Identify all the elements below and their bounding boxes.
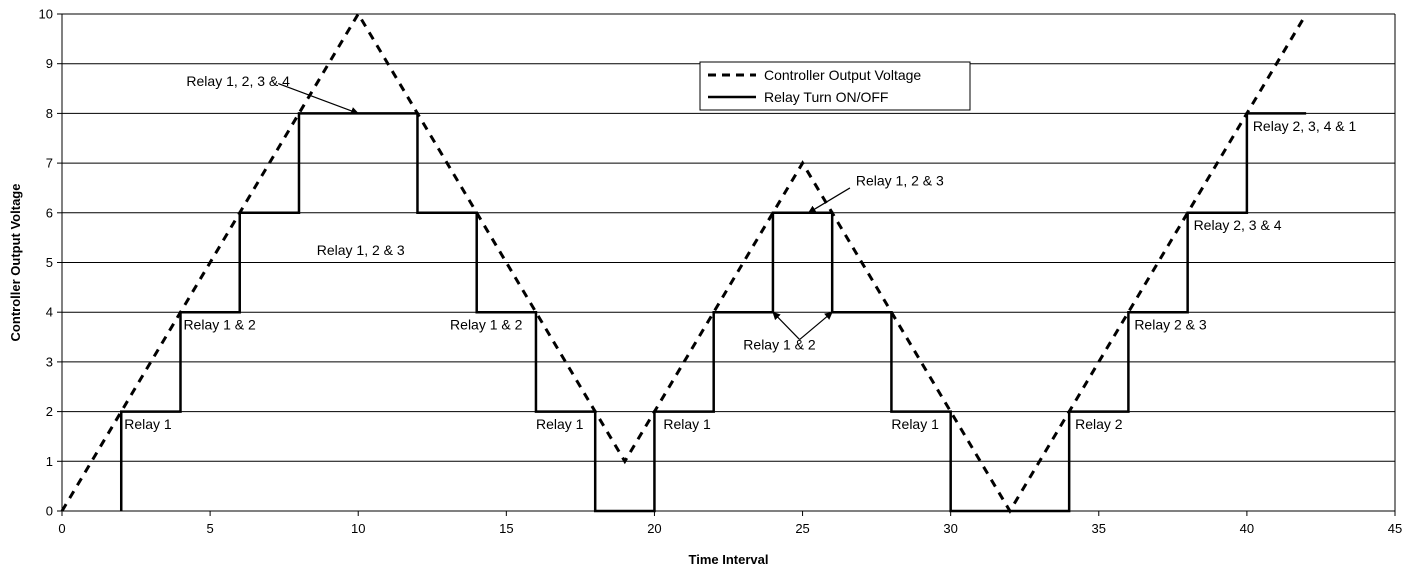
legend-label-1: Relay Turn ON/OFF [764, 89, 888, 105]
x-axis-title: Time Interval [689, 552, 769, 567]
y-tick-label: 1 [46, 454, 53, 469]
annotation-arrow [772, 311, 801, 340]
annotation-label: Relay 1 [536, 416, 584, 432]
y-tick-label: 7 [46, 156, 53, 171]
y-tick-label: 5 [46, 255, 53, 270]
annotation-label: Relay 2, 3, 4 & 1 [1253, 118, 1357, 134]
legend-label-0: Controller Output Voltage [764, 67, 921, 83]
x-tick-label: 40 [1240, 521, 1254, 536]
x-tick-label: 25 [795, 521, 809, 536]
annotation-label: Relay 1 [891, 416, 939, 432]
annotation-label: Relay 1 & 2 [450, 317, 523, 333]
x-tick-label: 5 [206, 521, 213, 536]
x-tick-label: 15 [499, 521, 513, 536]
x-tick-label: 30 [943, 521, 957, 536]
annotation-label: Relay 1, 2 & 3 [317, 242, 405, 258]
y-tick-label: 3 [46, 354, 53, 369]
y-tick-label: 4 [46, 305, 53, 320]
annotations: Relay 1, 2, 3 & 4 Relay 1, 2 & 3 Relay 1 &… [124, 73, 1356, 432]
annotation-label: Relay 2 [1075, 416, 1123, 432]
annotation-label: Relay 1 & 2 [183, 317, 256, 333]
y-tick-label: 6 [46, 205, 53, 220]
annotation-label: Relay 1 [124, 416, 172, 432]
series-line-1 [119, 112, 1307, 513]
annotation-label: Relay 1 & 2 [743, 336, 816, 352]
annotation-label: Relay 1, 2, 3 & 4 [186, 73, 290, 89]
annotation-label: Relay 1, 2 & 3 [856, 172, 944, 188]
legend-box [699, 61, 971, 111]
y-tick-label: 9 [46, 56, 53, 71]
y-tick-label: 0 [46, 504, 53, 519]
annotation-label: Relay 1 [663, 416, 711, 432]
series-lines [60, 11, 1308, 514]
y-tick-label: 10 [39, 7, 53, 22]
x-tick-label: 20 [647, 521, 661, 536]
annotation-label: Relay 2 & 3 [1134, 317, 1207, 333]
x-tick-label: 45 [1388, 521, 1402, 536]
y-tick-label: 8 [46, 106, 53, 121]
annotation-arrow [278, 83, 359, 115]
series-line-0 [60, 11, 1308, 514]
x-tick-label: 35 [1092, 521, 1106, 536]
y-axis-title: Controller Output Voltage [8, 184, 23, 342]
annotation-label: Relay 2, 3 & 4 [1194, 217, 1282, 233]
x-tick-label: 10 [351, 521, 365, 536]
legend: Controller Output Voltage Relay Turn ON/O… [699, 61, 971, 111]
annotation-arrow [799, 311, 833, 340]
x-tick-label: 0 [58, 521, 65, 536]
annotation-arrow [807, 187, 851, 214]
y-tick-label: 2 [46, 404, 53, 419]
